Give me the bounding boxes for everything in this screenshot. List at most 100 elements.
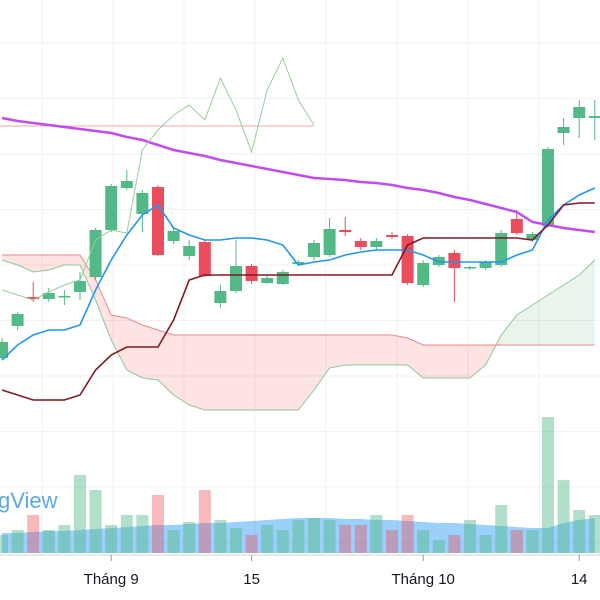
volume-bar xyxy=(74,475,86,553)
x-tick-label: 15 xyxy=(243,571,260,588)
volume-bar xyxy=(339,525,352,553)
candle-body xyxy=(292,262,305,264)
volume-bar xyxy=(323,520,336,553)
candle-body xyxy=(167,231,180,241)
candle-body xyxy=(0,342,8,358)
volume-bar xyxy=(510,530,523,553)
cloud-fill xyxy=(189,335,205,410)
candle-body xyxy=(464,267,476,269)
candle-body xyxy=(58,296,71,298)
volume-bar xyxy=(542,417,554,553)
candle-body xyxy=(214,291,227,303)
cloud-fill xyxy=(470,345,486,378)
volume-bar xyxy=(11,530,24,553)
candle-body xyxy=(573,107,586,118)
volume-bar xyxy=(230,528,242,553)
candle-body xyxy=(105,186,118,230)
volume-bar xyxy=(120,515,133,553)
volume-bar xyxy=(152,495,164,553)
volume-bar xyxy=(167,530,180,553)
cloud-fill xyxy=(267,335,283,410)
candle-body xyxy=(42,293,55,299)
volume-bar xyxy=(0,535,8,553)
cloud-fill xyxy=(220,335,236,410)
candle-body xyxy=(27,297,40,299)
cloud-fill xyxy=(80,255,96,300)
cloud-fill xyxy=(282,335,299,410)
candle-body xyxy=(323,229,336,255)
candle-body xyxy=(354,241,367,247)
candle-body xyxy=(152,187,164,255)
candle-body xyxy=(339,230,352,232)
cloud-fill xyxy=(376,335,392,365)
cloud-fill xyxy=(329,335,346,368)
volume-bar xyxy=(588,515,600,553)
volume-bar xyxy=(479,535,492,553)
volume-ma-area xyxy=(2,518,595,553)
x-tick-label: 14 xyxy=(571,571,588,588)
candle-body xyxy=(526,234,539,240)
x-tick-label: Tháng 9 xyxy=(84,571,139,588)
watermark: gView xyxy=(0,488,58,513)
candle-body xyxy=(11,314,24,326)
candle-body xyxy=(448,253,461,268)
cloud-fill xyxy=(111,315,127,370)
candle-body xyxy=(495,233,508,265)
volume-bar xyxy=(557,480,570,553)
candle-body xyxy=(276,272,289,284)
volume-bar xyxy=(136,515,149,553)
indicator-line xyxy=(1,202,595,401)
cloud-line xyxy=(2,254,595,346)
volume-bar xyxy=(448,535,461,553)
candle-body xyxy=(417,263,430,285)
candle-body xyxy=(183,246,196,256)
volume-bar xyxy=(464,520,476,553)
volume-bar xyxy=(292,520,305,553)
x-tick-label: Tháng 10 xyxy=(392,571,455,588)
volume-bar xyxy=(27,515,40,553)
volume-bar xyxy=(245,535,258,553)
candle-body xyxy=(261,278,274,283)
volume-bar xyxy=(495,505,508,553)
candle-body xyxy=(588,116,600,118)
volume-bar xyxy=(432,540,445,553)
candle-body xyxy=(120,181,133,188)
cloud-fill xyxy=(236,335,252,410)
candle-body xyxy=(386,235,398,237)
cloud-fill xyxy=(158,330,174,395)
cloud-fill xyxy=(251,335,268,410)
cloud-fill xyxy=(173,335,190,405)
volume-bar xyxy=(42,530,55,553)
volume-bar xyxy=(573,510,586,553)
cloud-fill xyxy=(2,255,18,265)
volume-bar xyxy=(401,515,414,553)
volume-bar xyxy=(183,522,196,553)
cloud-fill xyxy=(314,335,330,390)
candle-body xyxy=(479,262,492,268)
candle-body xyxy=(245,266,258,281)
cloud-fill xyxy=(298,335,314,410)
candle-body xyxy=(432,257,445,265)
cloud-fill xyxy=(33,255,49,272)
cloud-fill xyxy=(579,260,595,345)
volume-bar xyxy=(261,525,274,553)
candle-body xyxy=(370,241,383,247)
volume-bar xyxy=(58,525,71,553)
cloud-fill xyxy=(501,315,517,345)
cloud-fill xyxy=(126,318,143,378)
candle-body xyxy=(230,266,242,291)
candle-body xyxy=(542,149,554,226)
cloud-fill xyxy=(423,345,439,378)
cloud-fill xyxy=(563,275,580,345)
cloud-fill xyxy=(532,295,548,345)
cloud-fill xyxy=(516,305,533,345)
cloud-fill xyxy=(392,335,408,365)
cloud-fill xyxy=(17,255,34,272)
candle-body xyxy=(308,243,320,257)
cloud-fill xyxy=(345,335,361,365)
volume-bar xyxy=(386,530,398,553)
cloud-fill xyxy=(548,285,564,345)
